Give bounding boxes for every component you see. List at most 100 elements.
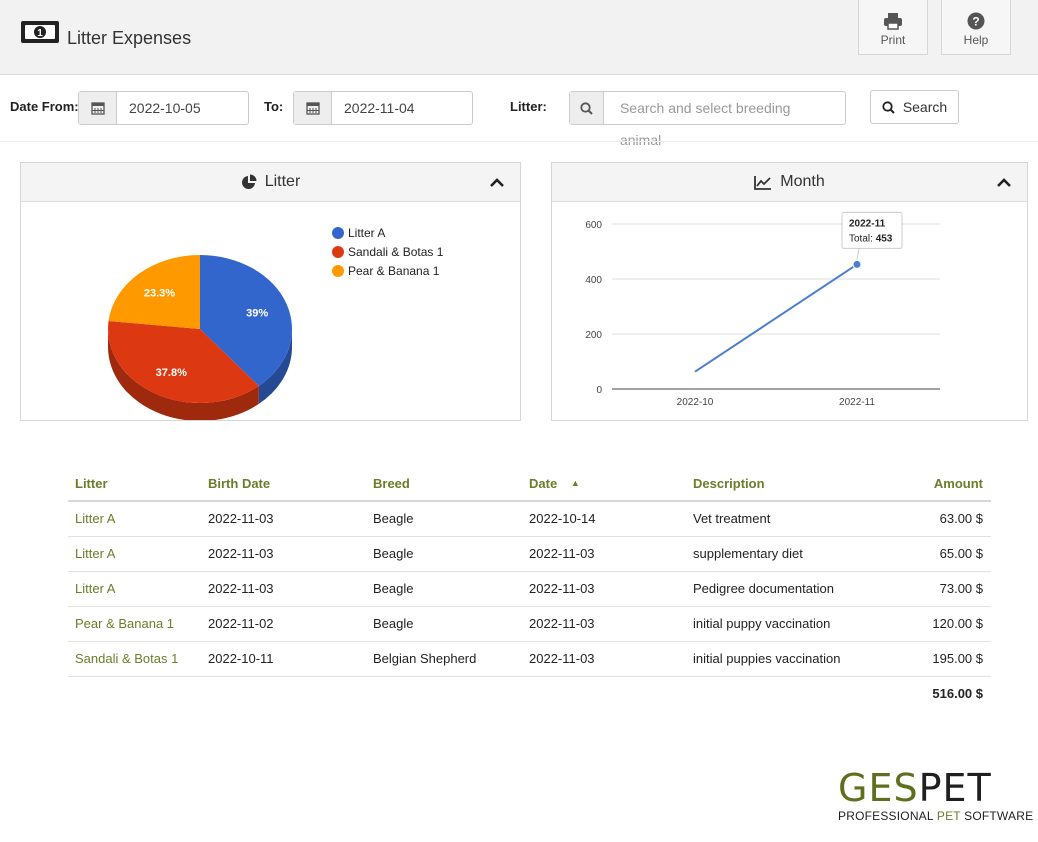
x-tick-label: 2022-11 [839,397,875,408]
pie-slice [200,255,293,386]
table-header-row: Litter Birth Date Breed Date ▲ Descripti… [68,467,991,502]
cell-description: initial puppy vaccination [686,606,872,642]
legend-marker [332,227,344,239]
month-panel-title: Month [780,173,825,190]
column-header-amount[interactable]: Amount [872,467,991,502]
series-line [694,263,858,373]
help-icon: ? [967,12,985,30]
litter-panel-header[interactable]: Litter [21,163,520,202]
date-from-value: 2022-10-05 [129,100,201,116]
cell-amount: 195.00 $ [872,641,991,677]
pie-chart-icon [241,174,257,189]
logo-brand: GESPET [838,766,992,810]
pie-slice [107,321,259,403]
table-row[interactable]: Litter A 2022-11-03 Beagle 2022-10-14 Ve… [68,501,991,537]
cell-description: Pedigree documentation [686,571,872,607]
cell-litter[interactable]: Sandali & Botas 1 [68,641,201,677]
cell-litter[interactable]: Pear & Banana 1 [68,606,201,642]
x-tick-label: 2022-10 [677,397,714,408]
divider [0,141,1038,142]
cell-birth-date: 2022-11-02 [201,606,366,642]
column-header-litter[interactable]: Litter [68,467,201,502]
search-icon [882,100,895,114]
cell-amount: 120.00 $ [872,606,991,642]
cell-date: 2022-11-03 [522,571,686,607]
svg-text:?: ? [972,15,979,29]
column-header-birth-date[interactable]: Birth Date [201,467,366,502]
date-to-value: 2022-11-04 [344,100,415,116]
month-chart-panel: Month 600 400 200 0 2022-10 2022-11 2022-11 Tot… [551,162,1028,421]
cell-amount: 73.00 $ [872,571,991,607]
cell-breed: Beagle [366,501,522,537]
svg-text:1: 1 [37,28,43,39]
column-header-breed[interactable]: Breed [366,467,522,502]
date-to-field[interactable]: 2022-11-04 [293,91,473,125]
table-row[interactable]: Sandali & Botas 1 2022-10-11 Belgian She… [68,641,991,677]
pie-slice-label: 39% [246,307,268,319]
cell-birth-date: 2022-11-03 [201,501,366,537]
litter-chart-panel: Litter 39% 37.8% 23.3% Litter A Sandali & Bo… [20,162,521,421]
pie-slice-label: 23.3% [144,288,175,300]
table-row[interactable]: Litter A 2022-11-03 Beagle 2022-11-03 Pe… [68,571,991,607]
legend-marker [332,265,344,277]
legend-label: Pear & Banana 1 [348,264,440,278]
litter-panel-title: Litter [264,173,301,190]
tooltip-value: Total: 453 [849,233,893,244]
cell-breed: Beagle [366,571,522,607]
cell-breed: Beagle [366,606,522,642]
table-row[interactable]: Pear & Banana 1 2022-11-02 Beagle 2022-1… [68,606,991,642]
date-to-label: To: [264,99,284,114]
logo-tagline: PROFESSIONAL PET SOFTWARE [838,809,1034,823]
date-from-field[interactable]: 2022-10-05 [78,91,249,125]
table-row[interactable]: Litter A 2022-11-03 Beagle 2022-11-03 su… [68,536,991,572]
sort-ascending-icon: ▲ [570,478,580,488]
money-icon: 1 [20,18,60,51]
calendar-icon [79,92,117,124]
cell-birth-date: 2022-11-03 [201,571,366,607]
calendar-icon [294,92,332,124]
column-header-date-label: Date [529,476,558,491]
cell-birth-date: 2022-10-11 [201,641,366,677]
print-button[interactable]: Print [858,0,928,55]
cell-date: 2022-11-03 [522,641,686,677]
column-header-description[interactable]: Description [686,467,872,502]
pie-slice-side [258,329,293,404]
cell-litter[interactable]: Litter A [68,536,201,572]
date-from-label: Date From: [10,99,79,114]
total-amount: 516.00 $ [932,686,983,702]
legend-marker [332,246,344,258]
search-icon [570,92,604,124]
tooltip-pointer [856,248,860,260]
chevron-up-icon[interactable] [490,175,504,193]
cell-date: 2022-10-14 [522,501,686,537]
month-panel-header[interactable]: Month [552,163,1027,202]
pie-slice [108,255,200,329]
cell-litter[interactable]: Litter A [68,501,201,537]
expenses-table: Litter Birth Date Breed Date ▲ Descripti… [68,467,991,711]
pie-slice-label: 37.8% [156,367,187,379]
cell-amount: 65.00 $ [872,536,991,572]
gespet-logo: GESPET PROFESSIONAL PET SOFTWARE [838,768,1033,823]
y-tick-label: 600 [585,220,602,231]
cell-description: supplementary diet [686,536,872,572]
help-button[interactable]: ? Help [941,0,1011,55]
cell-date: 2022-11-03 [522,536,686,572]
legend-label: Litter A [348,226,385,240]
y-tick-label: 0 [596,385,602,396]
tooltip-box [841,211,903,249]
litter-search-input[interactable]: Search and select breeding animal [569,91,846,148]
column-header-date[interactable]: Date ▲ [522,467,686,502]
litter-pie-chart: 39% 37.8% 23.3% Litter A Sandali & Botas 1 Pe… [107,226,444,420]
cell-description: Vet treatment [686,501,872,537]
chevron-up-icon[interactable] [997,175,1011,193]
help-label: Help [963,33,989,47]
print-icon [884,13,902,30]
cell-litter[interactable]: Litter A [68,571,201,607]
legend-label: Sandali & Botas 1 [348,245,444,259]
search-button[interactable]: Search [870,90,959,124]
cell-breed: Beagle [366,536,522,572]
y-tick-label: 200 [585,330,602,341]
cell-amount: 63.00 $ [872,501,991,537]
cell-birth-date: 2022-11-03 [201,536,366,572]
cell-description: initial puppies vaccination [686,641,872,677]
